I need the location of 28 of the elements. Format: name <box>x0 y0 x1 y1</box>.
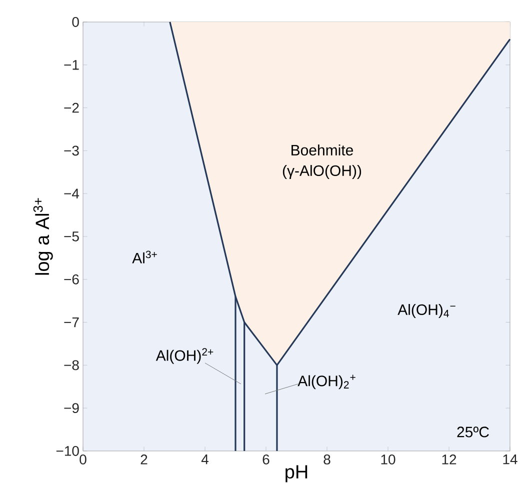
annotation: 25ºC <box>457 426 489 438</box>
y-tick-label: −8 <box>64 360 79 370</box>
annotation: Al(OH)$^{2+}$ <box>156 348 214 364</box>
y-tick-label: −1 <box>64 60 79 70</box>
y-tick-label: 0 <box>72 17 79 27</box>
y-tick-label: −2 <box>64 102 79 113</box>
y-tick-label: −5 <box>64 232 79 242</box>
x-tick-label: 4 <box>201 454 208 464</box>
x-tick-label: 10 <box>381 454 396 464</box>
x-tick-label: 14 <box>503 454 518 464</box>
x-tick-label: 2 <box>140 454 148 464</box>
annotation: Al(OH)$_{2}$+ <box>298 374 356 390</box>
x-tick-label: 6 <box>262 454 270 464</box>
y-tick-label: −7 <box>64 317 79 328</box>
annotation: Boehmite <box>292 144 354 156</box>
annotation: Al(OH)$_{4}$− <box>398 304 456 318</box>
annotation: Al$^{3+}$ <box>132 250 157 264</box>
y-axis-title: log a Al$^{3+}$ <box>33 198 53 275</box>
y-tick-label: −10 <box>56 446 79 456</box>
x-tick-label: 0 <box>80 454 86 464</box>
y-tick-label: −3 <box>64 146 79 156</box>
y-tick-label: −4 <box>64 188 80 198</box>
x-tick-label: 12 <box>442 454 456 464</box>
x-axis-title: pH <box>286 465 308 482</box>
y-tick-label: −9 <box>64 403 79 414</box>
y-tick-label: −6 <box>64 274 79 284</box>
x-tick-label: 8 <box>324 454 330 464</box>
annotation: (γ-AlO(OH)) <box>282 165 362 179</box>
